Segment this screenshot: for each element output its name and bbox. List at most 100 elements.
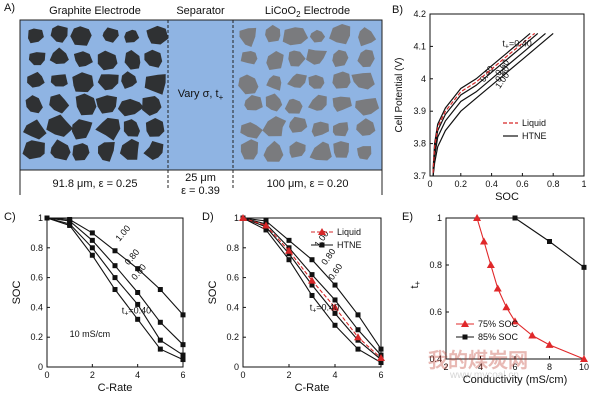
data-point bbox=[157, 319, 163, 325]
graphite-particle bbox=[145, 118, 165, 137]
data-point bbox=[180, 352, 186, 358]
x-axis-label: Conductivity (mS/cm) bbox=[463, 374, 568, 386]
graphite-particle bbox=[27, 71, 45, 88]
data-point bbox=[547, 239, 552, 244]
licoo2-particle bbox=[289, 141, 306, 158]
graphite-particle bbox=[49, 94, 70, 114]
data-point bbox=[581, 264, 587, 270]
licoo2-particle bbox=[356, 118, 376, 136]
graphite-particle bbox=[95, 117, 121, 141]
licoo2-particle bbox=[263, 140, 284, 162]
plot-frame bbox=[46, 217, 184, 368]
x-tick-label: 2 bbox=[443, 362, 448, 372]
graphite-particle bbox=[142, 96, 162, 116]
x-tick-label: 6 bbox=[512, 362, 517, 372]
data-point bbox=[157, 346, 163, 352]
graphite-electrode-label: Graphite Electrode bbox=[49, 5, 141, 17]
legend-label: HTNE bbox=[337, 240, 362, 250]
data-point bbox=[309, 282, 315, 288]
y-tick-label: 0.6 bbox=[429, 307, 442, 317]
series-1-00-line bbox=[432, 32, 554, 177]
y-tick-label: 0.8 bbox=[429, 260, 442, 270]
y-tick-label: 0 bbox=[38, 362, 43, 372]
licoo2-particle bbox=[351, 72, 375, 90]
licoo2-particle bbox=[357, 49, 375, 68]
data-point bbox=[479, 237, 488, 245]
graphite-particle bbox=[22, 140, 45, 160]
licoo2-particle bbox=[288, 50, 306, 67]
licoo2-particle bbox=[266, 51, 284, 70]
licoo2-particle bbox=[333, 141, 349, 158]
graphite-particle bbox=[75, 93, 97, 116]
y-tick-label: 3.7 bbox=[413, 171, 426, 181]
licoo2-particle bbox=[240, 139, 259, 160]
electrode-schematic bbox=[19, 19, 383, 195]
x-tick-label: 0.6 bbox=[516, 179, 529, 189]
data-point bbox=[493, 284, 502, 292]
data-point bbox=[263, 218, 269, 224]
x-tick-label: 1 bbox=[581, 179, 586, 189]
graphite-particle bbox=[117, 98, 144, 117]
y-tick-label: 0.4 bbox=[30, 302, 43, 312]
series-Liquid-line bbox=[432, 32, 536, 173]
data-point bbox=[180, 357, 186, 363]
series-0-40-line bbox=[432, 32, 531, 170]
y-tick-label: 0 bbox=[234, 362, 239, 372]
data-point bbox=[112, 275, 118, 281]
y-tick-label: 4.2 bbox=[413, 9, 426, 19]
licoo2-particle bbox=[311, 121, 329, 137]
data-point bbox=[308, 276, 316, 284]
data-point bbox=[332, 297, 338, 303]
legend-label: Liquid bbox=[522, 118, 546, 128]
y-tick-label: 0.4 bbox=[226, 302, 239, 312]
x-tick-label: 6 bbox=[180, 370, 185, 380]
x-tick-label: 0 bbox=[44, 370, 49, 380]
x-tick-label: 2 bbox=[286, 370, 291, 380]
y-tick-label: 1 bbox=[38, 213, 43, 223]
graphite-particle bbox=[144, 49, 163, 68]
licoo2-particles bbox=[238, 24, 380, 162]
data-point bbox=[89, 230, 95, 236]
graphite-particle bbox=[119, 138, 139, 160]
graphite-particle bbox=[73, 51, 93, 67]
licoo2-particle bbox=[266, 75, 282, 91]
licoo2-particle bbox=[282, 27, 309, 46]
data-point bbox=[285, 246, 293, 254]
data-point bbox=[135, 266, 141, 272]
licoo2-electrode-label: LiCoO2 Electrode bbox=[264, 5, 351, 20]
plot-frame bbox=[429, 13, 585, 177]
y-tick-label: 0.6 bbox=[226, 273, 239, 283]
graphite-particle bbox=[123, 119, 140, 137]
transference-annotation: t+=0.40 bbox=[310, 302, 339, 314]
licoo2-particle bbox=[355, 98, 380, 116]
data-point bbox=[486, 261, 495, 268]
data-point bbox=[355, 327, 361, 333]
graphite-particle bbox=[28, 28, 44, 44]
data-point bbox=[545, 340, 554, 348]
data-point bbox=[332, 322, 338, 328]
licoo2-particle bbox=[357, 146, 372, 160]
data-point bbox=[528, 331, 537, 339]
data-point bbox=[112, 287, 118, 293]
y-tick-label: 3.9 bbox=[413, 106, 426, 116]
licoo2-particle bbox=[240, 122, 263, 139]
data-point bbox=[355, 346, 361, 352]
data-point bbox=[112, 248, 118, 254]
licoo2-particle bbox=[287, 73, 307, 88]
y-tick-label: 3.8 bbox=[413, 139, 426, 149]
x-axis-label: C-Rate bbox=[98, 382, 133, 394]
series-label: 0.40 bbox=[478, 64, 496, 84]
y-tick-label: 0.2 bbox=[226, 332, 239, 342]
watermark-text: 我的煤炭网 bbox=[428, 350, 528, 372]
panel-a: A) Graphite Electrode Separator LiCoO2 E… bbox=[0, 0, 388, 200]
data-point bbox=[378, 346, 384, 352]
graphite-particle bbox=[72, 72, 94, 93]
data-point bbox=[135, 316, 141, 322]
data-point bbox=[89, 245, 95, 251]
data-point bbox=[511, 317, 519, 325]
legend-marker bbox=[318, 228, 326, 235]
y-tick-label: 1 bbox=[234, 213, 239, 223]
data-point bbox=[180, 342, 186, 348]
licoo2-particle bbox=[358, 27, 377, 47]
licoo2-particle bbox=[239, 27, 257, 47]
